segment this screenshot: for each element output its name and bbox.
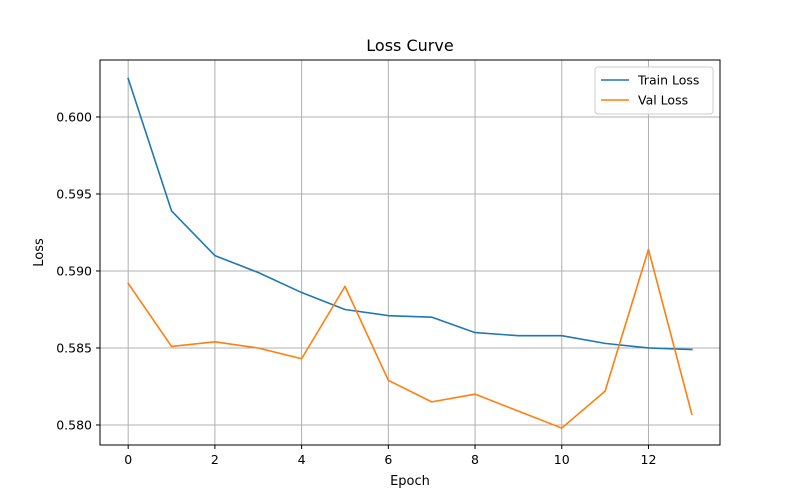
y-tick-label: 0.585	[56, 340, 92, 355]
legend-label: Val Loss	[638, 93, 688, 108]
plot-area-frame	[99, 59, 721, 446]
y-axis-ticks: 0.580 0.585 0.590 0.595 0.600	[56, 109, 100, 432]
x-tick-label: 2	[211, 452, 219, 467]
legend-label: Train Loss	[637, 73, 699, 88]
legend-box	[594, 66, 714, 115]
x-axis-ticks: 0 2 4 6 8 10 12	[124, 445, 656, 467]
chart-title: Loss Curve	[366, 36, 453, 55]
legend: Train Loss Val Loss	[594, 66, 714, 115]
x-tick-label: 8	[471, 452, 479, 467]
y-tick-label: 0.600	[56, 109, 92, 124]
y-tick-label: 0.595	[56, 186, 92, 201]
x-tick-label: 6	[384, 452, 392, 467]
y-tick-label: 0.580	[56, 417, 92, 432]
x-tick-label: 0	[124, 452, 132, 467]
series-line-val-loss	[127, 248, 693, 429]
y-axis-label: Loss	[32, 238, 47, 267]
series-line-train-loss	[127, 77, 693, 351]
x-tick-label: 10	[554, 452, 570, 467]
x-tick-label: 12	[641, 452, 657, 467]
x-axis-label: Epoch	[390, 474, 430, 489]
series-lines	[127, 77, 693, 429]
grid	[100, 60, 720, 445]
x-tick-label: 4	[298, 452, 306, 467]
y-tick-label: 0.590	[56, 263, 92, 278]
